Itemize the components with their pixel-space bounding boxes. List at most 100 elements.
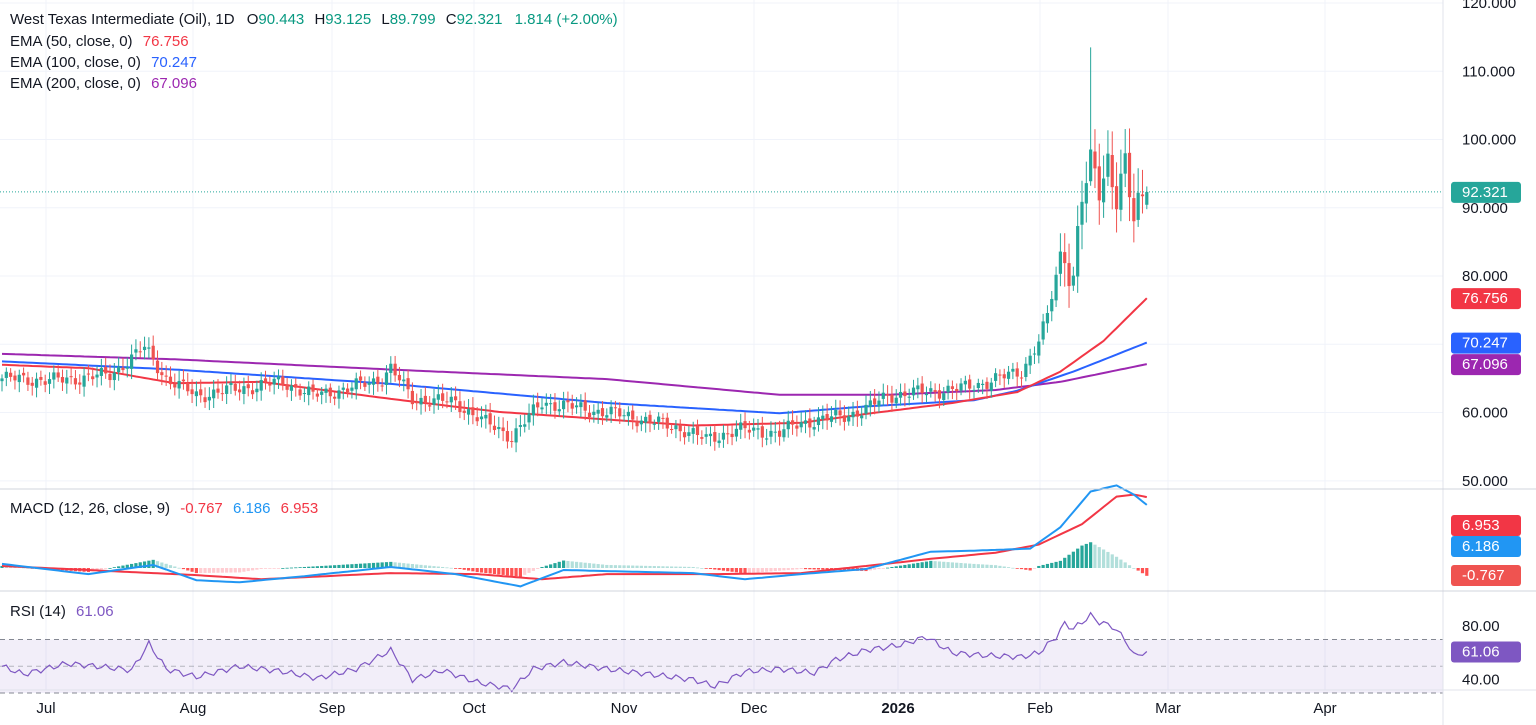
macd-histogram-bar (756, 568, 760, 573)
candle-body (1019, 377, 1024, 379)
chart-grid (0, 0, 1443, 690)
candle-body (104, 366, 108, 374)
candle-body (1093, 151, 1097, 169)
rsi-legend[interactable]: RSI (14) 61.06 (10, 601, 120, 622)
macd-histogram-bar (181, 568, 186, 570)
candle-body (1102, 178, 1106, 203)
close-label: C (445, 11, 457, 28)
macd-histogram-bar (449, 567, 453, 569)
candle-body (380, 385, 384, 387)
candle-body (432, 398, 436, 405)
candle-body (415, 402, 419, 404)
candle-body (1119, 173, 1123, 210)
candle-body (549, 403, 553, 405)
candle-body (410, 390, 414, 405)
macd-histogram-bar (713, 568, 717, 570)
ema200-label: EMA (200, close, 0) (10, 75, 141, 92)
candle-body (730, 433, 734, 438)
candle-body (458, 401, 462, 413)
macd-histogram-bar (1102, 549, 1106, 568)
candle-body (294, 384, 298, 388)
candle-body (1058, 251, 1062, 274)
macd-histogram-bar (981, 564, 985, 568)
macd-histogram-bar (648, 565, 652, 568)
candle-body (678, 424, 682, 432)
candle-body (713, 432, 717, 442)
candle-body (773, 431, 777, 433)
candle-body (609, 406, 613, 415)
macd-histogram-bar (916, 562, 920, 568)
macd-histogram-bar (363, 563, 367, 568)
macd-histogram-bar (959, 563, 963, 568)
symbol-title[interactable]: West Texas Intermediate (Oil), 1D (10, 11, 235, 28)
candle-body (881, 392, 885, 399)
ema100-legend[interactable]: EMA (100, close, 0) 70.247 (10, 52, 203, 73)
macd-histogram-bar (220, 568, 224, 573)
macd-histogram-bar (410, 564, 414, 568)
macd-histogram-bar (695, 567, 700, 569)
macd-histogram-bar (186, 568, 190, 571)
candle-body (1089, 149, 1093, 182)
macd-histogram-bar (726, 568, 730, 572)
macd-histogram-bar (1080, 545, 1084, 568)
candle-body (177, 380, 181, 389)
macd-histogram-bar (1015, 568, 1019, 569)
macd-histogram-bar (544, 565, 548, 568)
candle-body (233, 383, 237, 391)
macd-histogram-bar (786, 568, 790, 571)
candle-body (708, 433, 713, 437)
candle-body (82, 375, 86, 387)
macd-histogram-bar (285, 567, 289, 569)
rsi-line (1, 611, 1148, 693)
candle-body (1050, 298, 1054, 312)
candle-body (246, 384, 250, 389)
macd-histogram-bar (540, 566, 544, 568)
macd-histogram-bar (242, 568, 246, 572)
candle-body (1041, 321, 1045, 340)
macd-histogram-bar (393, 562, 397, 568)
candle-body (9, 372, 13, 377)
candle-body (138, 351, 142, 353)
ema50-legend[interactable]: EMA (50, close, 0) 76.756 (10, 31, 195, 52)
macd-histogram-bar (657, 566, 661, 568)
macd-histogram-bar (717, 568, 721, 571)
ema200-legend[interactable]: EMA (200, close, 0) 67.096 (10, 73, 203, 94)
macd-histogram-bar (1058, 560, 1062, 568)
macd-legend[interactable]: MACD (12, 26, close, 9) -0.767 6.186 6.9… (10, 498, 324, 519)
macd-histogram-bar (873, 568, 877, 570)
macd-histogram-bar (125, 564, 129, 568)
candle-body (371, 378, 376, 385)
macd-histogram-bar (765, 568, 769, 572)
candle-body (242, 386, 246, 394)
macd-histogram-bar (1106, 551, 1110, 568)
candle-body (17, 374, 21, 383)
candle-body (34, 378, 39, 388)
macd-histogram-bar (428, 565, 432, 568)
candle-body (527, 413, 531, 423)
candle-body (160, 372, 164, 376)
macd-histogram-bar (341, 564, 345, 568)
candle-body (1136, 192, 1140, 220)
candle-body (86, 373, 90, 375)
time-tick-label: Apr (1313, 700, 1336, 717)
macd-histogram-bar (613, 565, 618, 568)
ema50-line (1, 297, 1148, 427)
macd-histogram-bar (665, 566, 669, 568)
macd-histogram-bar (276, 568, 281, 569)
macd-histogram-bar (911, 563, 916, 568)
macd-histogram-bar (894, 566, 898, 568)
macd-histogram-bar (423, 565, 427, 568)
ema50-value: 76.756 (142, 33, 189, 50)
macd-histogram-bar (462, 568, 466, 570)
candle-body (130, 354, 134, 369)
candle-body (877, 400, 881, 407)
candle-body (531, 404, 535, 416)
macd-histogram-bar (769, 568, 773, 572)
candle-body (65, 377, 69, 384)
price-tick-label: 50.000 (1462, 473, 1508, 490)
candle-body (1006, 371, 1011, 379)
candle-body (851, 411, 855, 418)
candle-body (121, 367, 125, 371)
candle-body (540, 407, 544, 410)
